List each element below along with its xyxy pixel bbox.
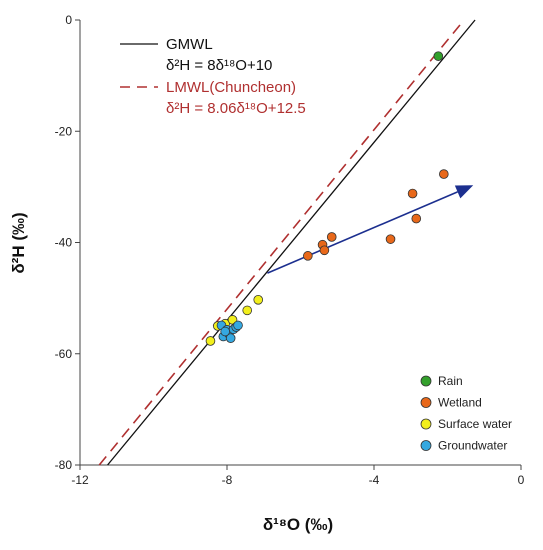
surface-water-legend-marker — [420, 418, 432, 430]
y-tick-label: -80 — [55, 458, 73, 472]
gmwl-equation: δ²H = 8δ¹⁸O+10 — [166, 57, 272, 74]
y-axis-title: δ²H (‰) — [9, 212, 28, 273]
trend-arrow-head — [454, 185, 474, 199]
groundwater-point — [220, 326, 230, 337]
groundwater-point — [225, 333, 236, 343]
line-legend: GMWL δ²H = 8δ¹⁸O+10 LMWL(Chuncheon) δ²H … — [120, 36, 306, 117]
wetland-point — [326, 232, 337, 242]
groundwater-legend-marker — [420, 440, 432, 451]
x-tick-label: -12 — [71, 473, 89, 487]
surface-water-point — [242, 305, 253, 316]
data-points — [205, 51, 449, 346]
meteoric-water-lines — [98, 19, 476, 466]
wetland-point — [303, 251, 313, 261]
groundwater-point — [233, 320, 243, 331]
lmwl-equation: δ²H = 8.06δ¹⁸O+12.5 — [166, 100, 306, 117]
y-tick-label: -60 — [55, 347, 73, 361]
trend-arrow-group — [267, 185, 474, 274]
y-tick-label: -40 — [55, 236, 73, 250]
rain-legend-label: Rain — [438, 374, 463, 388]
surface-water-legend-label: Surface water — [438, 417, 512, 431]
trend-arrow-shaft — [267, 191, 458, 274]
wetland-legend-label: Wetland — [438, 396, 482, 410]
lmwl-legend-label: LMWL(Chuncheon) — [166, 79, 296, 96]
wetland-point — [385, 234, 396, 244]
x-tick-label: -4 — [369, 473, 380, 487]
gmwl-legend-label: GMWL — [166, 36, 213, 53]
surface-water-point — [205, 336, 216, 346]
surface-water-point — [253, 294, 264, 305]
wetland-point — [319, 245, 330, 256]
rain-point — [433, 51, 444, 61]
y-tick-label: 0 — [65, 13, 72, 27]
wetland-point — [407, 188, 418, 199]
wetland-point — [411, 213, 422, 224]
groundwater-legend-label: Groundwater — [438, 439, 507, 453]
wetland-legend-marker — [420, 397, 432, 408]
x-axis-title: δ¹⁸O (‰) — [263, 515, 333, 534]
rain-legend-marker — [420, 375, 432, 387]
lmwl-line — [98, 19, 465, 466]
wetland-point — [439, 169, 449, 179]
series-legend: Rain Wetland Surface water Groundwater — [420, 374, 512, 453]
y-tick-label: -20 — [55, 124, 73, 138]
x-tick-label: 0 — [518, 473, 525, 487]
gmwl-line — [107, 19, 476, 466]
x-tick-label: -8 — [222, 473, 233, 487]
axes: -12 -8 -4 00-20-40-60-80 — [55, 13, 525, 487]
